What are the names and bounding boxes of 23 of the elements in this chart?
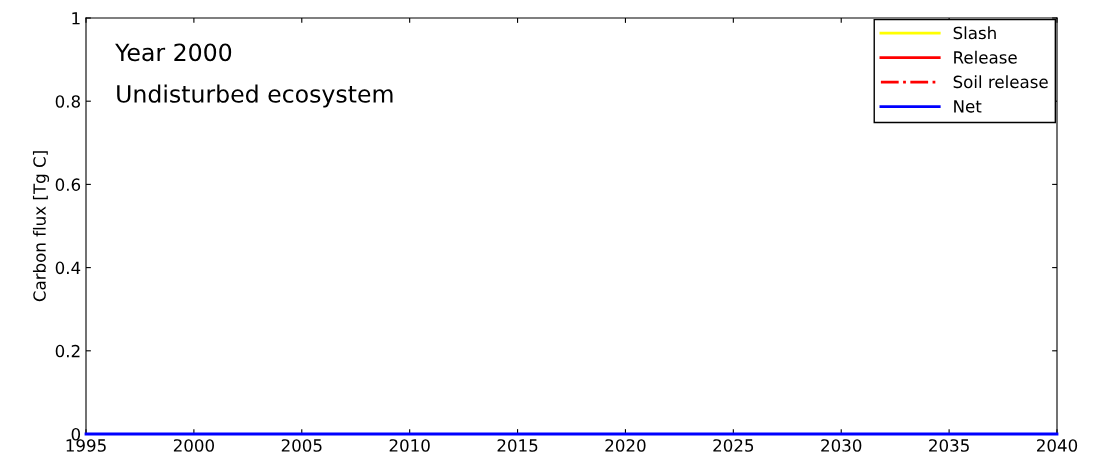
x-tick-label: 2020 [605,439,646,452]
x-tick-label: 2005 [281,439,322,452]
y-tick-label: 0.6 [55,178,81,191]
y-tick-label: 0.8 [55,95,80,108]
legend-label: Slash [953,26,996,40]
x-tick-label: 2000 [173,439,214,452]
y-tick-label: 1 [72,12,80,25]
x-tick-label: 2040 [1037,439,1078,452]
x-tick-label: 2010 [389,439,430,452]
x-tick-label: 2025 [713,439,754,452]
legend-label: Release [954,50,1017,64]
legend-label: Net [954,100,982,113]
x-tick-label: 2035 [929,439,969,452]
y-axis-title: Carbon flux [Tg C] [32,151,50,302]
y-tick-label: 0.4 [55,261,81,275]
y-tick-label: 0 [71,427,81,441]
annotation: Year 2000 [115,43,232,62]
x-tick-label: 2015 [497,439,538,452]
x-tick-label: 2030 [821,439,862,452]
legend-label: Soil release [953,75,1048,89]
annotation: Undisturbed ecosystem [117,84,393,108]
y-tick-label: 0.2 [55,344,80,358]
x-tick-label: 1995 [66,439,106,452]
